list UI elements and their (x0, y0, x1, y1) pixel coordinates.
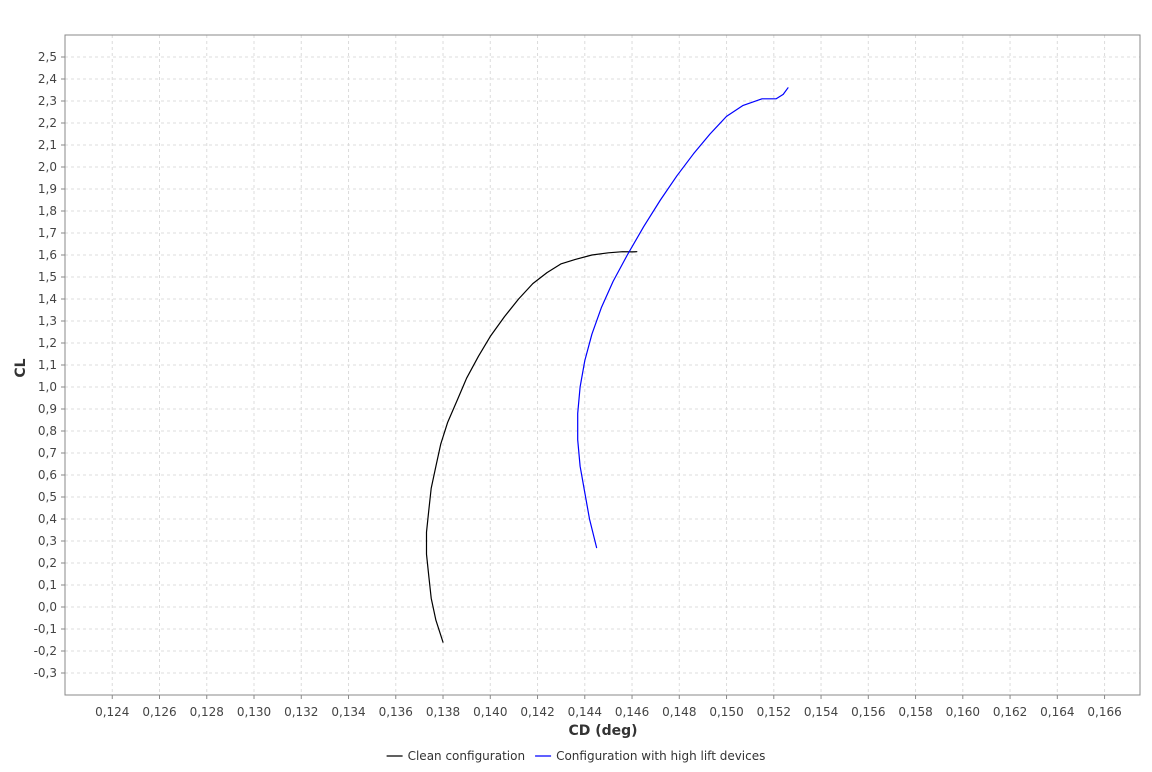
ticks: 0,124 0,126 0,128 0,130 0,132 0,134 0,136 0,138… (34, 50, 1122, 719)
x-tick-label: 0,166 (1087, 705, 1121, 719)
y-tick-label: -0,2 (34, 644, 57, 658)
x-tick-label: 0,150 (709, 705, 743, 719)
y-tick-label: 2,1 (38, 138, 57, 152)
x-tick-label: 0,160 (946, 705, 980, 719)
y-tick-label: 0,5 (38, 490, 57, 504)
x-tick-label: 0,128 (190, 705, 224, 719)
legend-label-1: Clean configuration (408, 749, 525, 763)
series-line-1 (425, 251, 638, 643)
y-tick-label: 2,0 (38, 160, 57, 174)
x-tick-label: 0,152 (757, 705, 791, 719)
x-tick-label: 0,138 (426, 705, 460, 719)
y-tick-label: 1,0 (38, 380, 57, 394)
y-tick-label: 1,4 (38, 292, 57, 306)
y-tick-label: 1,1 (38, 358, 57, 372)
grid (65, 35, 1140, 695)
y-tick-label: 0,8 (38, 424, 57, 438)
y-tick-label: 0,7 (38, 446, 57, 460)
y-tick-label: 0,2 (38, 556, 57, 570)
x-tick-label: 0,146 (615, 705, 649, 719)
y-tick-label: 2,2 (38, 116, 57, 130)
y-tick-label: 0,0 (38, 600, 57, 614)
y-tick-label: 1,6 (38, 248, 57, 262)
x-tick-label: 0,158 (898, 705, 932, 719)
y-tick-label: 2,5 (38, 50, 57, 64)
x-tick-label: 0,154 (804, 705, 838, 719)
x-tick-label: 0,124 (95, 705, 129, 719)
x-axis-label: CD (deg) (568, 723, 637, 739)
y-tick-label: 2,4 (38, 72, 57, 86)
x-tick-label: 0,134 (331, 705, 365, 719)
series-line-2 (577, 87, 789, 549)
x-tick-label: 0,136 (379, 705, 413, 719)
y-tick-label: 0,6 (38, 468, 57, 482)
y-tick-label: 0,3 (38, 534, 57, 548)
x-tick-label: 0,144 (568, 705, 602, 719)
y-tick-label: 2,3 (38, 94, 57, 108)
y-tick-label: 0,9 (38, 402, 57, 416)
series-lines (425, 87, 789, 643)
y-tick-label: 1,9 (38, 182, 57, 196)
x-tick-label: 0,140 (473, 705, 507, 719)
y-tick-label: 0,1 (38, 578, 57, 592)
y-tick-label: 1,3 (38, 314, 57, 328)
y-tick-label: 1,5 (38, 270, 57, 284)
y-tick-label: 0,4 (38, 512, 57, 526)
x-tick-label: 0,126 (142, 705, 176, 719)
y-tick-label: 1,2 (38, 336, 57, 350)
y-tick-label: -0,3 (34, 666, 57, 680)
legend-label-2: Configuration with high lift devices (556, 749, 765, 763)
y-tick-label: 1,7 (38, 226, 57, 240)
x-tick-label: 0,156 (851, 705, 885, 719)
x-tick-label: 0,130 (237, 705, 271, 719)
x-tick-label: 0,132 (284, 705, 318, 719)
y-axis-label: CL (13, 358, 29, 377)
y-tick-label: 1,8 (38, 204, 57, 218)
y-tick-label: -0,1 (34, 622, 57, 636)
legend: Clean configuration Configuration with hi… (386, 749, 765, 763)
x-tick-label: 0,148 (662, 705, 696, 719)
x-tick-label: 0,164 (1040, 705, 1074, 719)
x-tick-label: 0,162 (993, 705, 1027, 719)
x-tick-label: 0,142 (520, 705, 554, 719)
